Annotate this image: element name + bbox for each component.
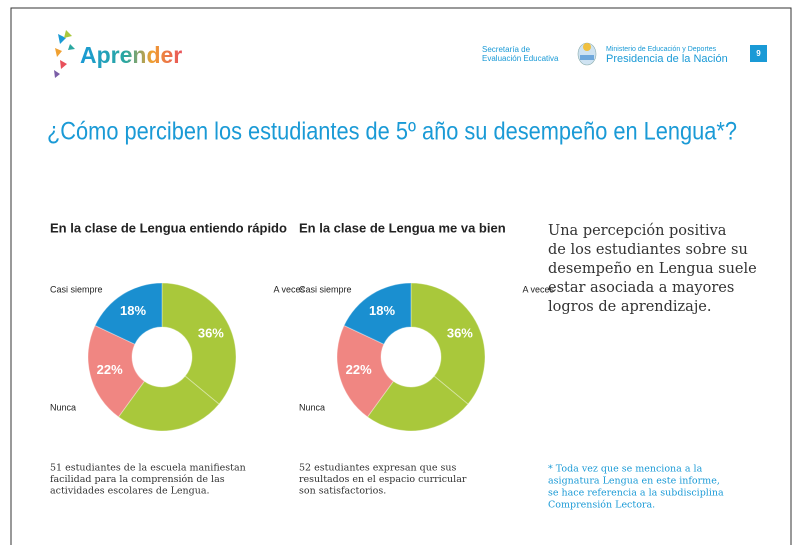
logo-icon — [54, 30, 75, 78]
donut-slice — [94, 282, 163, 345]
category-label: A veces — [522, 284, 554, 294]
footnote-line: asignatura Lengua en este informe, — [548, 476, 720, 487]
donut-slice — [366, 375, 469, 432]
sidebar-line: de los estudiantes sobre su — [548, 242, 748, 258]
footnote-line: se hace referencia a la subdisciplina — [548, 488, 724, 499]
slice-label: 18% — [369, 303, 395, 318]
logo-text: Aprender — [80, 42, 182, 68]
page-number-box — [750, 45, 767, 62]
caption-line: 52 estudiantes expresan que sus — [299, 463, 457, 474]
slice-label: 18% — [120, 303, 146, 318]
sidebar-line: estar asociada a mayores — [548, 280, 734, 296]
donut-slice — [87, 324, 146, 418]
page-title: ¿Cómo perciben los estudiantes de 5º año… — [47, 118, 737, 146]
page-number: 9 — [756, 49, 761, 58]
footnote: * Toda vez que se menciona a la asignatu… — [548, 464, 724, 511]
slice-label: 22% — [97, 362, 123, 377]
donut-slice — [410, 282, 486, 405]
slice-label: 22% — [346, 362, 372, 377]
chart-title: En la clase de Lengua me va bien — [299, 220, 506, 235]
caption-line: resultados en el espacio curricular — [299, 474, 467, 485]
slice-label: 36% — [198, 325, 224, 340]
category-label: Nunca — [299, 402, 325, 412]
sidebar-text: Una percepción positiva de los estudiant… — [548, 223, 757, 315]
slice-label: 36% — [447, 325, 473, 340]
footnote-line: * Toda vez que se menciona a la — [548, 464, 703, 475]
page-frame — [10, 7, 792, 545]
category-label: Nunca — [50, 402, 76, 412]
secretaria: Evaluación Educativa — [482, 54, 559, 63]
caption-line: actividades escolares de Lengua. — [50, 486, 210, 497]
category-label: Casi siempre — [50, 284, 103, 294]
sidebar-line: desempeño en Lengua suele — [548, 261, 757, 277]
caption-line: son satisfactorios. — [299, 486, 386, 497]
category-label: Casi siempre — [299, 284, 352, 294]
secretaria: Secretaría de — [482, 45, 531, 54]
footnote-line: Comprensión Lectora. — [548, 500, 655, 511]
caption-line: facilidad para la comprensión de las — [50, 474, 225, 485]
donut-slice — [161, 282, 237, 405]
presidencia: Presidencia de la Nación — [606, 53, 728, 65]
sidebar-line: logros de aprendizaje. — [548, 299, 712, 315]
emblem — [577, 42, 597, 66]
donut-slice — [343, 282, 412, 345]
chart-title: En la clase de Lengua entiendo rápido — [50, 220, 287, 235]
donut-slice — [117, 375, 220, 432]
caption-line: 51 estudiantes de la escuela manifiestan — [50, 463, 246, 474]
ministerio: Ministerio de Educación y Deportes — [606, 46, 717, 53]
donut-slice — [336, 324, 395, 418]
category-label: A veces — [273, 284, 305, 294]
sidebar-line: Una percepción positiva — [548, 223, 727, 239]
